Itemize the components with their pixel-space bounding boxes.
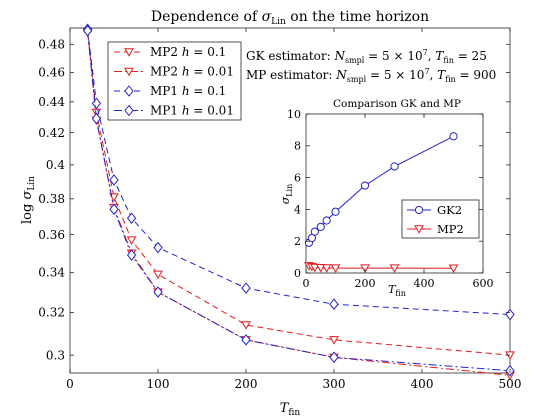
legend-marker — [124, 67, 134, 77]
y-tick-label: 4 — [294, 203, 301, 216]
data-point — [82, 24, 93, 37]
data-point — [126, 212, 137, 225]
data-point — [309, 263, 320, 273]
y-tick-label: 0.46 — [38, 66, 65, 80]
y-tick-label: 0 — [294, 267, 301, 280]
series-line-0 — [87, 31, 511, 356]
inset-y-label: σLin — [279, 184, 294, 205]
series-line-2 — [87, 29, 511, 316]
y-tick-label: 0.32 — [38, 306, 65, 320]
legend-label: MP1 h = 0.1 — [150, 84, 226, 98]
y-tick-label: 0.34 — [38, 266, 65, 280]
legend-label: GK2 — [437, 203, 462, 217]
y-tick-label: 0.44 — [38, 95, 65, 109]
series-line-3 — [87, 30, 511, 372]
data-point — [316, 222, 325, 231]
y-tick-label: 10 — [287, 108, 301, 121]
legend-marker — [124, 48, 134, 57]
inset-legend-box — [401, 199, 480, 239]
legend-marker — [414, 205, 424, 215]
main-x-label: Tfin — [280, 401, 301, 418]
x-tick-label: 400 — [414, 277, 435, 290]
y-tick-label: 0.4 — [46, 158, 65, 172]
y-tick-label: 2 — [294, 235, 301, 248]
y-tick-label: 0.42 — [38, 126, 65, 140]
inset-plot-area — [305, 113, 484, 274]
inset-title: Comparison GK and MP — [333, 98, 461, 110]
data-point — [322, 216, 331, 225]
data-point — [126, 236, 137, 245]
data-point — [390, 162, 399, 171]
data-point — [360, 264, 370, 273]
x-tick-label: 200 — [355, 277, 376, 290]
data-point — [241, 334, 251, 346]
legend-label: MP2 h = 0.1 — [150, 45, 226, 59]
data-point — [109, 174, 119, 186]
x-tick-label: 600 — [473, 277, 494, 290]
main-legend: MP2 h = 0.1 MP2 h = 0.01 MP1 h = 0.1 MP1 h … — [107, 41, 242, 121]
data-point — [505, 308, 515, 321]
y-tick-label: 0.3 — [46, 348, 65, 362]
main-title: Dependence of σLin on the time horizon — [151, 9, 429, 27]
x-tick-label: 300 — [323, 377, 346, 391]
data-point — [360, 181, 370, 190]
legend-label: MP1 h = 0.01 — [150, 104, 234, 118]
data-point — [331, 207, 340, 216]
data-point — [153, 286, 163, 298]
y-tick-label: 0.36 — [38, 228, 65, 242]
legend-label: MP2 — [437, 222, 464, 236]
y-tick-label: 0.38 — [38, 192, 65, 206]
data-point — [315, 264, 326, 273]
data-point — [241, 321, 251, 330]
main-series-layer — [82, 23, 515, 381]
x-tick-label: 500 — [499, 377, 522, 391]
data-point — [329, 336, 339, 345]
main-y-label: log σLin — [20, 176, 37, 224]
data-point — [321, 264, 332, 273]
inset-tick-layer: 0 200 400 600 0 2 4 6 8 10 — [287, 108, 494, 290]
main-legend-items: MP2 h = 0.1 MP2 h = 0.01 MP1 h = 0.1 MP1 h … — [114, 45, 234, 118]
data-point — [329, 351, 339, 364]
legend-marker — [124, 85, 134, 97]
data-point — [153, 241, 163, 254]
data-point — [310, 227, 319, 236]
x-tick-label: 400 — [411, 377, 434, 391]
y-tick-label: 0.48 — [38, 38, 65, 52]
x-tick-label: 0 — [66, 377, 74, 391]
legend-marker — [124, 104, 134, 117]
data-point — [91, 112, 102, 125]
inset-series-layer — [304, 132, 459, 274]
data-point — [330, 264, 341, 273]
data-point — [449, 132, 458, 141]
mp-annotation: MP estimator: Nsmpl = 5 × 107, Tfin = 90… — [246, 67, 496, 84]
data-point — [241, 282, 251, 294]
legend-label: MP2 h = 0.01 — [150, 65, 234, 79]
x-tick-label: 100 — [147, 377, 170, 391]
data-point — [153, 270, 163, 280]
y-tick-label: 8 — [294, 140, 301, 153]
data-point — [448, 264, 459, 274]
x-tick-label: 0 — [303, 277, 310, 290]
main-tick-layer: 0 100 200 300 400 5000.30.320.340.360.380.40.… — [38, 28, 521, 391]
data-point — [329, 298, 339, 311]
y-tick-label: 6 — [294, 171, 301, 184]
data-point — [109, 203, 119, 216]
legend-marker — [414, 225, 424, 234]
data-point — [126, 249, 137, 261]
x-tick-label: 200 — [235, 377, 258, 391]
data-point — [389, 264, 400, 273]
